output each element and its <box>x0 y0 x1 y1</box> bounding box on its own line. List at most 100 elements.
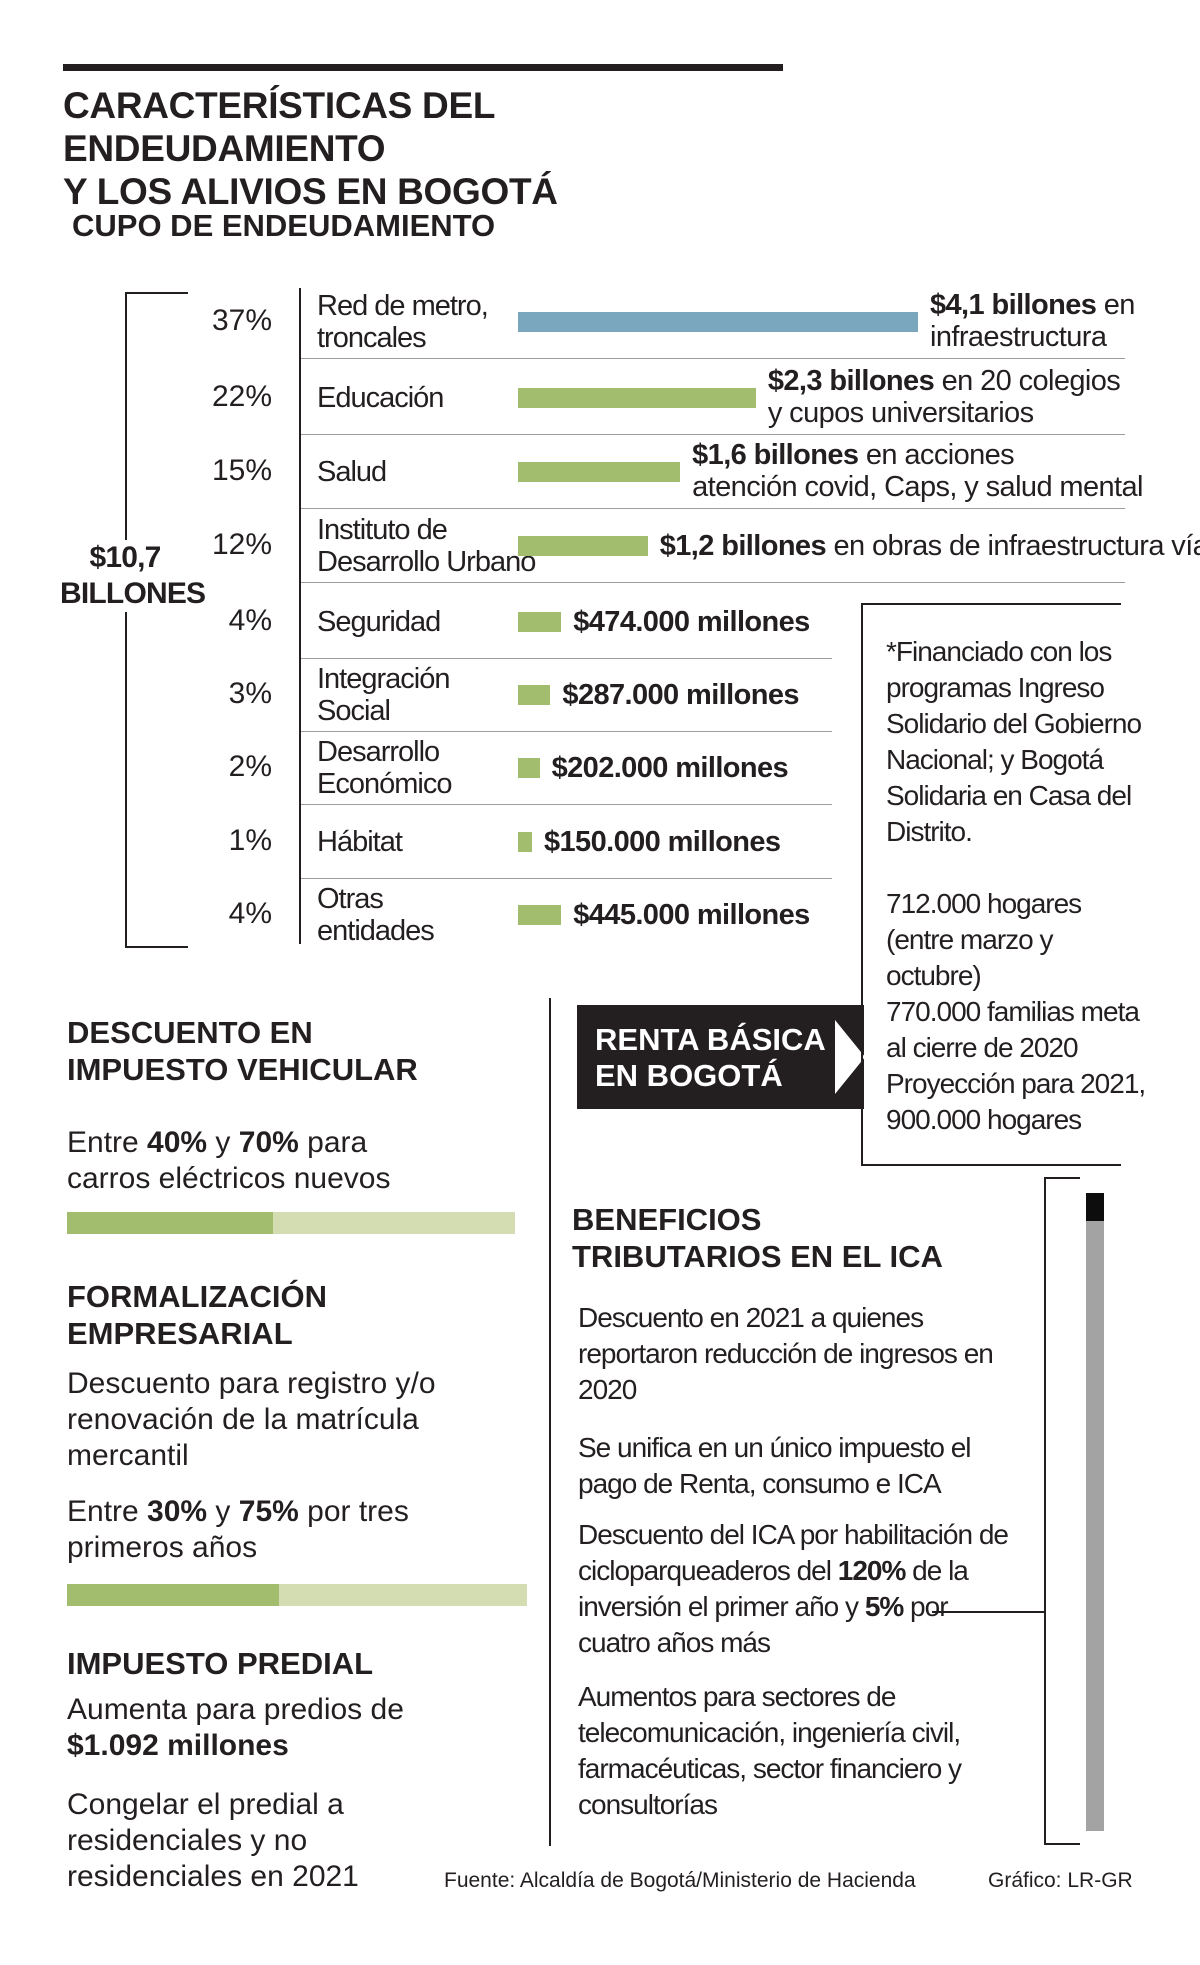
ica-item-line: farmacéuticas, sector financiero y <box>578 1753 962 1784</box>
category-label: Instituto de Desarrollo Urbano <box>317 514 536 578</box>
total-value: $10,7 <box>89 541 161 574</box>
vehicular-high-pct: 70% <box>238 1126 299 1159</box>
bar <box>518 535 648 556</box>
vehicular-range-high <box>273 1212 515 1234</box>
bar-value-amount: $1,6 billones <box>692 438 859 471</box>
renta-stat-line: 900.000 hogares <box>886 1104 1082 1135</box>
category-line: Integración <box>317 662 450 695</box>
ica-heading-line-2: TRIBUTARIOS EN EL ICA <box>572 1239 943 1274</box>
renta-pointer <box>835 1020 865 1094</box>
vehicular-range-low <box>67 1212 274 1234</box>
renta-note-line: *Financiado con los <box>886 636 1112 667</box>
category-line: Otras <box>317 882 384 915</box>
vehicular-heading-line-2: IMPUESTO VEHICULAR <box>67 1052 418 1087</box>
ica-item-line: telecomunicación, ingeniería civil, <box>578 1717 961 1748</box>
row-divider <box>301 878 832 879</box>
vehicular-text-part: Entre <box>67 1126 148 1159</box>
category-label: Integración Social <box>317 663 450 727</box>
bar <box>518 387 756 408</box>
renta-stat-line: (entre marzo y <box>886 924 1054 955</box>
formalizacion-text-part: por tres <box>298 1495 409 1528</box>
bar <box>518 611 562 632</box>
category-line: Hábitat <box>317 825 403 858</box>
predial-amount: $1.092 millones <box>67 1729 289 1762</box>
predial-heading: IMPUESTO PREDIAL <box>67 1646 374 1681</box>
predial-congelar-line: Congelar el predial a <box>67 1788 344 1821</box>
top-rule <box>63 64 783 71</box>
renta-note-line: programas Ingreso <box>886 672 1105 703</box>
formalizacion-range-low <box>67 1584 279 1606</box>
bar-value-label: $287.000 millones <box>562 679 799 711</box>
graphic-credit: Gráfico: LR-GR <box>988 1869 1133 1892</box>
formalizacion-low-pct: 30% <box>147 1495 208 1528</box>
category-line: troncales <box>317 321 427 354</box>
category-line: Salud <box>317 455 387 488</box>
pct-separator <box>299 288 301 944</box>
category-label: Seguridad <box>317 605 441 638</box>
renta-heading-box <box>577 1005 864 1109</box>
renta-note: *Financiado con los programas Ingreso So… <box>886 634 1142 850</box>
bar-value-label: $202.000 millones <box>551 751 789 784</box>
bar <box>518 831 532 852</box>
vehicular-text-line-2: carros eléctricos nuevos <box>67 1162 391 1195</box>
vehicular-range-bar <box>67 1212 515 1234</box>
bar-value-label: $474.000 millones <box>573 606 810 638</box>
formalizacion-heading-line-1: FORMALIZACIÓN <box>67 1279 328 1314</box>
total-label: $10,7 BILLONES <box>60 540 206 612</box>
column-divider <box>549 998 551 1846</box>
ica-item-line: Se unifica en un único impuesto el <box>578 1432 971 1463</box>
vehicular-text-part: para <box>298 1126 368 1159</box>
vehicular-heading-line-1: DESCUENTO EN <box>67 1015 313 1050</box>
category-line: Seguridad <box>317 605 441 638</box>
ica-connector-line <box>932 1611 1045 1613</box>
renta-stat-line: 712.000 hogares <box>886 888 1082 919</box>
renta-stat-line: Proyección para 2021, <box>886 1068 1146 1099</box>
ica-item-line: 2020 <box>578 1374 637 1405</box>
bar-value-amount: $150.000 millones <box>544 825 781 858</box>
formalizacion-range-bar <box>67 1584 527 1606</box>
bar-value-amount: $2,3 billones <box>767 364 935 397</box>
predial-congelar-line: residenciales en 2021 <box>67 1860 359 1893</box>
category-line: Social <box>317 694 391 727</box>
formalizacion-range-high <box>278 1584 527 1606</box>
ica-item-2: Se unifica en un único impuesto el pago … <box>578 1430 971 1502</box>
bar-value-label: $445.000 millones <box>573 899 810 931</box>
renta-note-line: Nacional; y Bogotá <box>886 744 1104 775</box>
source-note: Fuente: Alcaldía de Bogotá/Ministerio de… <box>444 1869 916 1892</box>
formalizacion-desc-line: Descuento para registro y/o <box>67 1367 436 1400</box>
renta-note-line: Distrito. <box>886 816 973 847</box>
formalizacion-text: Entre 30% y 75% por tres primeros años <box>67 1494 409 1566</box>
ica-120-pct: 120% <box>837 1555 907 1586</box>
vehicular-low-pct: 40% <box>147 1126 208 1159</box>
bar-value-label: $1,6 billones en acciones atención covid,… <box>692 439 1143 503</box>
bar <box>518 461 681 482</box>
vehicular-text: Entre 40% y 70% para carros eléctricos n… <box>67 1125 390 1197</box>
renta-bracket <box>861 603 1121 1166</box>
bar-value-desc: atención covid, Caps, y salud mental <box>692 470 1143 503</box>
bar-value-amount: $1,2 billones <box>659 529 827 562</box>
pct-label: 22% <box>211 379 272 413</box>
formalizacion-heading-line-2: EMPRESARIAL <box>67 1316 293 1351</box>
category-label: Educación <box>317 382 444 414</box>
pct-label: 2% <box>228 749 272 783</box>
page-title: CARACTERÍSTICAS DEL ENDEUDAMIENTO Y LOS … <box>63 84 823 213</box>
bar-value-desc: en <box>1096 288 1136 321</box>
category-label: Salud <box>317 455 387 488</box>
vehicular-text-part: y <box>207 1126 239 1159</box>
ica-item-text: por <box>903 1591 948 1622</box>
renta-stat-line: octubre) <box>886 960 982 991</box>
pct-label: 37% <box>211 303 272 337</box>
ica-bracket <box>1044 1177 1080 1845</box>
title-line-1: CARACTERÍSTICAS DEL ENDEUDAMIENTO <box>63 85 495 169</box>
bar-value-label: $150.000 millones <box>544 825 781 858</box>
row-divider <box>301 434 1125 435</box>
bar-value-amount: $202.000 millones <box>551 751 789 784</box>
bar-value-desc: en 20 colegios <box>934 364 1121 397</box>
bar-value-label: $2,3 billones en 20 colegios y cupos univ… <box>767 364 1121 429</box>
pct-label: 1% <box>228 823 272 857</box>
ica-5-pct: 5% <box>864 1591 904 1622</box>
bar <box>518 757 540 778</box>
formalizacion-high-pct: 75% <box>238 1495 299 1528</box>
category-line: Desarrollo <box>317 735 440 768</box>
bar-value-desc: infraestructura <box>930 320 1107 353</box>
